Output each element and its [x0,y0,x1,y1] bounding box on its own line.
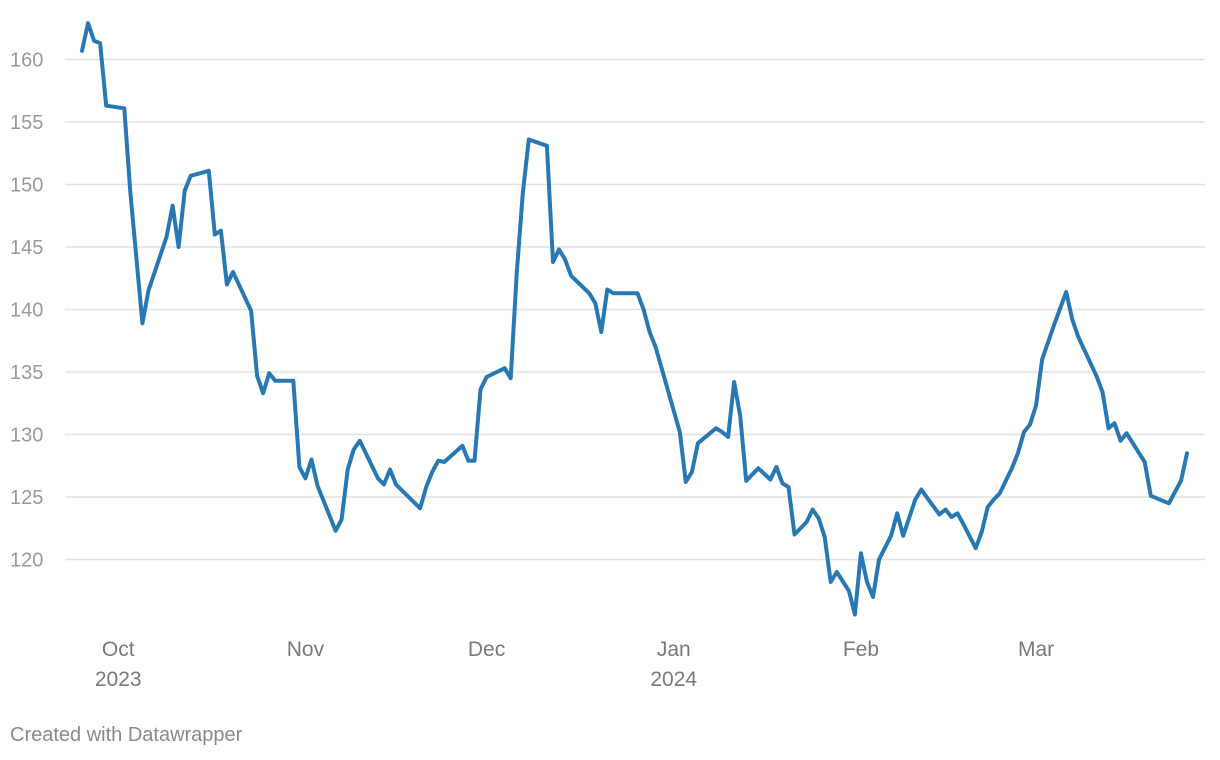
y-tick-label: 135 [10,362,43,384]
x-tick-year-label: 2024 [650,668,697,691]
x-tick-label: Dec [468,638,505,661]
y-tick-label: 150 [10,175,43,197]
y-tick-label: 160 [10,50,43,72]
y-tick-label: 125 [10,487,43,509]
x-tick-label: Mar [1018,638,1054,661]
y-tick-label: 140 [10,300,43,322]
series-line-0 [80,21,1189,617]
y-tick-label: 130 [10,425,43,447]
x-axis-ticks: Oct 2023 Nov Dec Jan 2024 Feb Mar [95,638,1054,691]
chart-credit: Created with Datawrapper [10,724,243,746]
series-layer [80,21,1189,617]
gridlines [65,58,1205,561]
y-tick-label: 155 [10,112,43,134]
x-tick-label: Oct [102,638,135,661]
x-tick-label: Feb [843,638,879,661]
x-tick-label: Nov [287,638,325,661]
y-tick-label: 120 [10,550,43,572]
y-axis-ticks: 120 125 130 135 140 145 150 155 160 [10,50,43,572]
x-tick-year-label: 2023 [95,668,142,691]
y-tick-label: 145 [10,237,43,259]
x-tick-label: Jan [657,638,691,661]
